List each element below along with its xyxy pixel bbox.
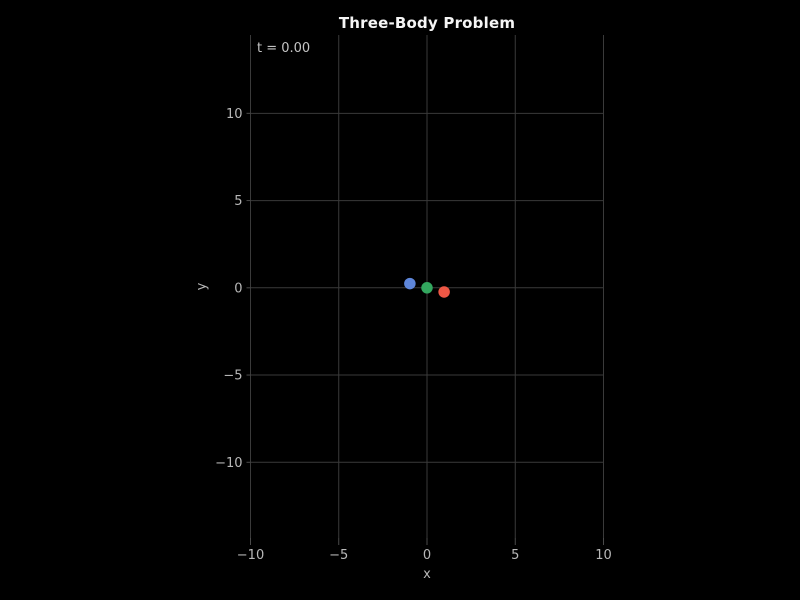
x-axis-label: x [423, 567, 431, 582]
scatter-point-body-blue [404, 277, 416, 290]
y-tick-label: −10 [215, 456, 242, 471]
x-tick-label: 0 [423, 548, 431, 563]
scatter-point-body-green [421, 282, 433, 294]
y-axis-label: y [194, 282, 210, 291]
scatter-point-body-red [438, 286, 450, 298]
y-tick-label: 10 [226, 107, 243, 122]
x-tick-label: −5 [329, 548, 348, 563]
chart-title: Three-Body Problem [338, 14, 516, 32]
x-tick-label: −10 [237, 548, 264, 563]
x-tick-label: 10 [595, 548, 612, 563]
time-annotation: t = 0.00 [257, 41, 311, 56]
y-tick-label: 0 [234, 281, 242, 296]
y-tick-label: −5 [223, 369, 242, 384]
x-tick-label: 5 [511, 548, 519, 563]
y-tick-label: 5 [234, 194, 242, 209]
